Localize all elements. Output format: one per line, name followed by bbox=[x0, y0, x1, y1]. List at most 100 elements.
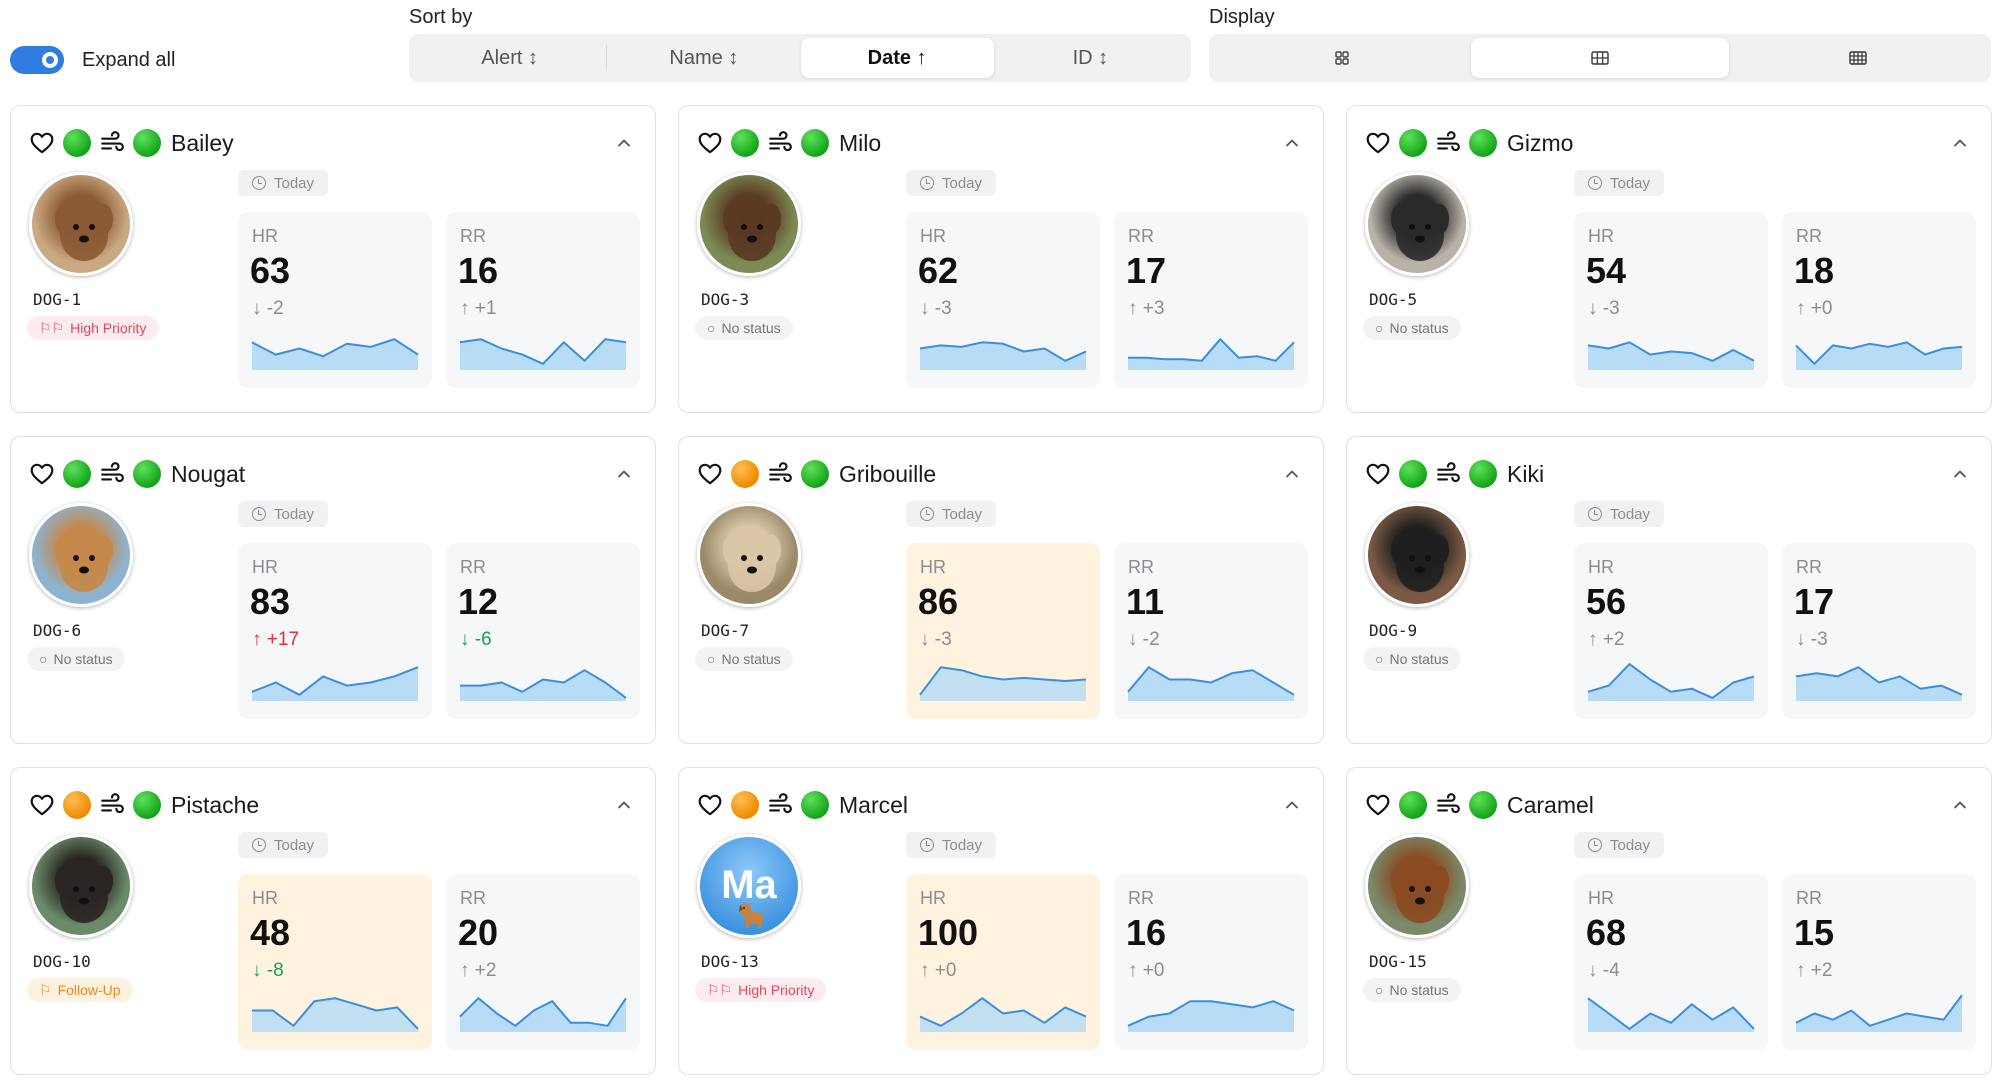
chevron-up-icon[interactable] bbox=[1283, 134, 1301, 152]
date-range-badge[interactable]: Today bbox=[1574, 832, 1665, 858]
heart-rate-sparkline-area bbox=[1588, 342, 1754, 370]
respiration-rate-sparkline bbox=[1127, 666, 1295, 701]
respiration-rate-label: RR bbox=[460, 888, 486, 908]
heart-rate-tile[interactable]: HR 100 ↑ +0 bbox=[906, 874, 1100, 1050]
chevron-up-icon[interactable] bbox=[615, 796, 633, 814]
heart-rate-label: HR bbox=[920, 888, 946, 908]
clock-icon bbox=[920, 507, 934, 521]
dog-photo bbox=[55, 535, 113, 592]
status-badge[interactable]: ⚐ Follow-Up bbox=[27, 978, 133, 1002]
date-range-badge[interactable]: Today bbox=[1574, 501, 1665, 527]
respiration-rate-sparkline-line bbox=[459, 338, 627, 365]
respiration-rate-delta: ↑ +0 bbox=[1796, 298, 1833, 319]
heart-icon[interactable] bbox=[29, 792, 55, 818]
heart-icon[interactable] bbox=[29, 130, 55, 156]
sort-option-name[interactable]: Name ↕ bbox=[669, 46, 739, 69]
heart-rate-tile[interactable]: HR 86 ↓ -3 bbox=[906, 543, 1100, 719]
status-badge[interactable]: ○ No status bbox=[1363, 316, 1461, 340]
dog-id: DOG-6 bbox=[33, 621, 82, 640]
date-range-badge[interactable]: Today bbox=[238, 832, 329, 858]
status-label: No status bbox=[1389, 320, 1449, 336]
status-badge[interactable]: ○ No status bbox=[1363, 647, 1461, 671]
respiration-rate-tile[interactable]: RR 20 ↑ +2 bbox=[446, 874, 640, 1050]
respiration-rate-tile[interactable]: RR 15 ↑ +2 bbox=[1782, 874, 1976, 1050]
status-label: No status bbox=[53, 651, 113, 667]
date-range-badge[interactable]: Today bbox=[906, 832, 997, 858]
respiration-status-dot bbox=[1469, 129, 1497, 157]
status-badge[interactable]: ○ No status bbox=[695, 316, 793, 340]
respiration-rate-sparkline-line bbox=[1795, 341, 1963, 365]
date-range-badge[interactable]: Today bbox=[1574, 170, 1665, 196]
heart-rate-tile[interactable]: HR 68 ↓ -4 bbox=[1574, 874, 1768, 1050]
chevron-up-icon[interactable] bbox=[615, 134, 633, 152]
respiration-rate-sparkline bbox=[459, 997, 627, 1032]
sort-option-date[interactable]: Date ↑ bbox=[800, 38, 994, 78]
dog-id: DOG-1 bbox=[33, 290, 82, 309]
respiration-rate-tile[interactable]: RR 17 ↑ +3 bbox=[1114, 212, 1308, 388]
heart-rate-tile[interactable]: HR 63 ↓ -2 bbox=[238, 212, 432, 388]
respiration-status-dot bbox=[801, 460, 829, 488]
heart-icon[interactable] bbox=[29, 461, 55, 487]
heart-icon[interactable] bbox=[1365, 130, 1391, 156]
expand-all-control[interactable]: Expand all bbox=[10, 46, 175, 74]
dog-card: Gribouille DOG-7 ○ No status Today HR 86 ↓ -3 RR… bbox=[678, 436, 1324, 744]
heart-icon[interactable] bbox=[697, 130, 723, 156]
chevron-up-icon[interactable] bbox=[1951, 796, 1969, 814]
status-badge[interactable]: ⚐⚐ High Priority bbox=[695, 978, 827, 1002]
respiration-rate-sparkline bbox=[1795, 666, 1963, 701]
respiration-rate-label: RR bbox=[460, 226, 486, 246]
display-option-2[interactable] bbox=[1471, 38, 1729, 78]
sort-option-alert[interactable]: Alert ↕ bbox=[481, 46, 538, 69]
heart-rate-tile[interactable]: HR 62 ↓ -3 bbox=[906, 212, 1100, 388]
heart-icon[interactable] bbox=[697, 461, 723, 487]
heart-rate-status-dot bbox=[731, 460, 759, 488]
avatar bbox=[29, 172, 133, 276]
grid-small-icon bbox=[1335, 51, 1349, 65]
respiration-rate-tile[interactable]: RR 18 ↑ +0 bbox=[1782, 212, 1976, 388]
status-badge[interactable]: ○ No status bbox=[1363, 978, 1461, 1002]
display-option-3[interactable] bbox=[1729, 38, 1987, 78]
date-range-badge[interactable]: Today bbox=[238, 501, 329, 527]
heart-rate-tile[interactable]: HR 54 ↓ -3 bbox=[1574, 212, 1768, 388]
date-range-label: Today bbox=[942, 174, 983, 192]
date-range-badge[interactable]: Today bbox=[906, 501, 997, 527]
dog-photo bbox=[55, 204, 113, 261]
status-badge[interactable]: ○ No status bbox=[695, 647, 793, 671]
status-badge[interactable]: ○ No status bbox=[27, 647, 125, 671]
heart-rate-tile[interactable]: HR 56 ↑ +2 bbox=[1574, 543, 1768, 719]
respiration-rate-tile[interactable]: RR 11 ↓ -2 bbox=[1114, 543, 1308, 719]
sort-by-label: Sort by bbox=[409, 6, 473, 28]
heart-rate-sparkline-area bbox=[1588, 664, 1754, 701]
date-range-badge[interactable]: Today bbox=[238, 170, 329, 196]
heart-icon[interactable] bbox=[1365, 461, 1391, 487]
heart-icon[interactable] bbox=[1365, 792, 1391, 818]
respiration-rate-tile[interactable]: RR 16 ↑ +0 bbox=[1114, 874, 1308, 1050]
heart-rate-tile[interactable]: HR 83 ↑ +17 bbox=[238, 543, 432, 719]
date-range-badge[interactable]: Today bbox=[906, 170, 997, 196]
heart-rate-value: 62 bbox=[918, 250, 959, 291]
respiration-rate-tile[interactable]: RR 17 ↓ -3 bbox=[1782, 543, 1976, 719]
expand-all-toggle[interactable] bbox=[10, 46, 64, 74]
display-option-1[interactable] bbox=[1213, 38, 1471, 78]
heart-rate-delta: ↑ +17 bbox=[252, 629, 300, 650]
respiration-rate-tile[interactable]: RR 12 ↓ -6 bbox=[446, 543, 640, 719]
chevron-up-icon[interactable] bbox=[615, 465, 633, 483]
status-badge[interactable]: ⚐⚐ High Priority bbox=[27, 316, 159, 340]
respiration-rate-sparkline-line bbox=[1795, 666, 1963, 696]
heart-rate-sparkline-line bbox=[251, 666, 419, 696]
sort-option-id[interactable]: ID ↕ bbox=[1072, 46, 1109, 69]
respiration-rate-tile[interactable]: RR 16 ↑ +1 bbox=[446, 212, 640, 388]
chevron-up-icon[interactable] bbox=[1951, 465, 1969, 483]
respiration-rate-sparkline bbox=[1128, 338, 1295, 370]
avatar bbox=[29, 834, 133, 938]
chevron-up-icon[interactable] bbox=[1951, 134, 1969, 152]
heart-rate-tile[interactable]: HR 48 ↓ -8 bbox=[238, 874, 432, 1050]
heart-rate-sparkline-line bbox=[1587, 341, 1755, 362]
heart-icon[interactable] bbox=[697, 792, 723, 818]
chevron-up-icon[interactable] bbox=[1283, 465, 1301, 483]
chevron-up-icon[interactable] bbox=[1283, 796, 1301, 814]
respiration-status-dot bbox=[801, 791, 829, 819]
dog-id: DOG-13 bbox=[701, 952, 759, 971]
heart-rate-status-dot bbox=[1399, 460, 1427, 488]
dog-name: Nougat bbox=[171, 460, 246, 487]
